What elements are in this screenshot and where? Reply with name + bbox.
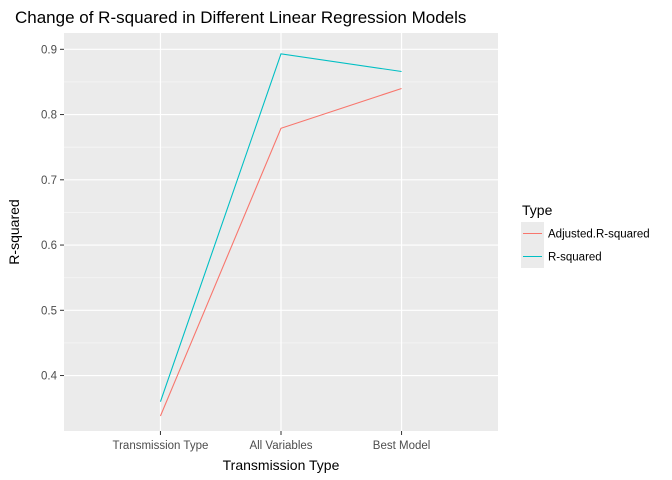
y-tick-label: 0.7 [41, 175, 57, 187]
series-line [159, 53, 402, 402]
y-tick-label: 0.9 [41, 44, 57, 56]
x-tick-label: Best Model [373, 440, 431, 452]
legend: Type Adjusted.R-squared R-squared [521, 202, 650, 268]
major-gridlines [64, 33, 498, 431]
x-axis-title: Transmission Type [223, 457, 340, 473]
x-tick-label: All Variables [249, 440, 312, 452]
chart-title: Change of R-squared in Different Linear … [15, 8, 466, 27]
y-tick-label: 0.8 [41, 110, 57, 122]
y-tick-label: 0.6 [41, 240, 57, 252]
y-axis-ticks: 0.4 0.5 0.6 0.7 0.8 0.9 [41, 44, 64, 383]
x-axis-ticks: Transmission Type All Variables Best Model [113, 431, 431, 452]
legend-label: Adjusted.R-squared [548, 229, 650, 241]
series-lines [159, 53, 402, 417]
legend-label: R-squared [548, 252, 602, 264]
y-tick-label: 0.4 [41, 371, 58, 383]
y-axis-title: R-squared [6, 199, 22, 264]
y-tick-label: 0.5 [41, 305, 57, 317]
series-line [159, 87, 402, 417]
legend-title: Type [522, 202, 553, 218]
legend-items: Adjusted.R-squared R-squared [521, 222, 650, 268]
x-tick-label: Transmission Type [113, 440, 209, 452]
